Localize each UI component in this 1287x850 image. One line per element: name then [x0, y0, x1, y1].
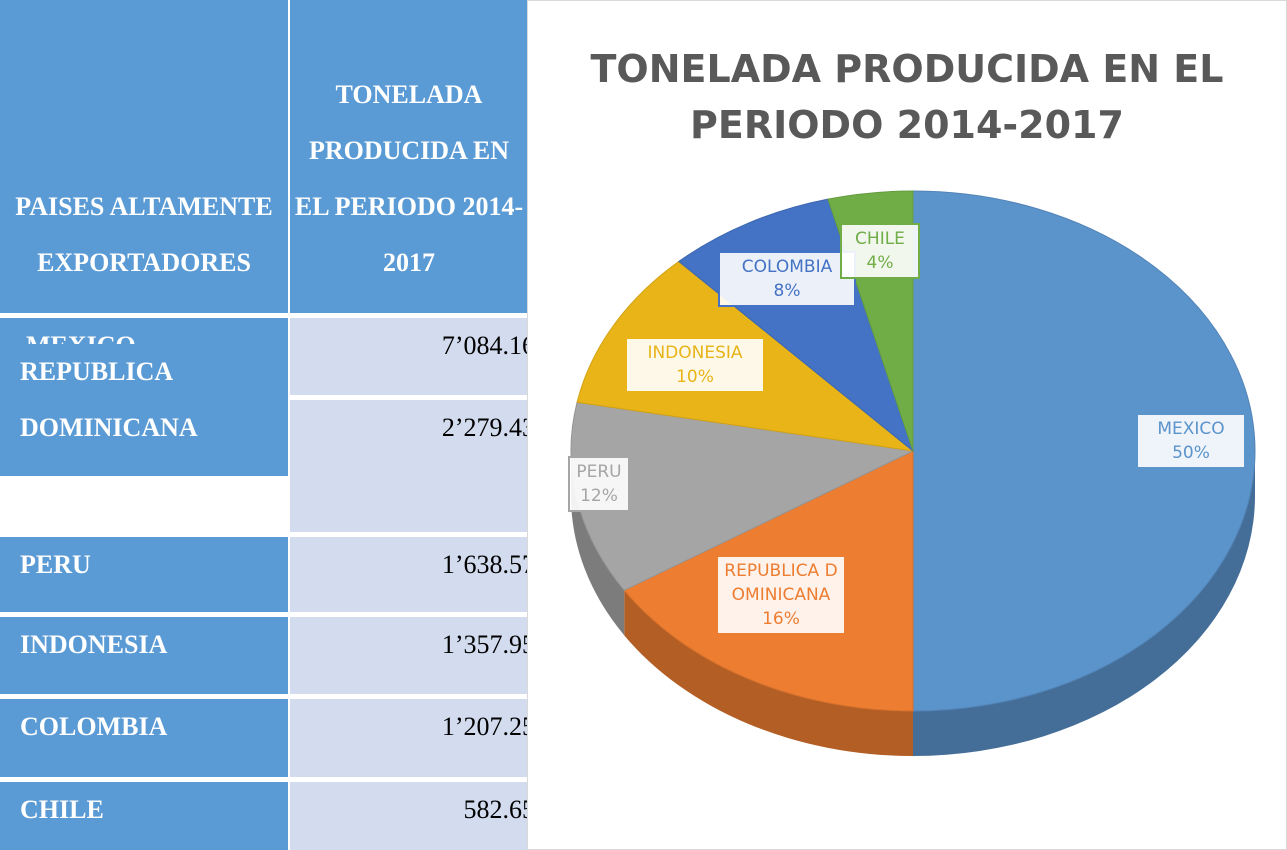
- country-cell: REPUBLICA DOMINICANA: [0, 344, 288, 476]
- label-percent: 50%: [1172, 443, 1210, 463]
- label-percent: 16%: [762, 609, 800, 629]
- header-cell: PAISES ALTAMENTE EXPORTADORES: [0, 0, 288, 313]
- data-table: PAISES ALTAMENTE EXPORTADORES TONELADA PR…: [0, 0, 600, 850]
- label-category: PERU: [576, 462, 622, 482]
- slice-side: [624, 590, 913, 756]
- label-percent: 12%: [580, 486, 618, 506]
- data-label: COLOMBIA 8%: [718, 251, 856, 307]
- slice-side: [913, 451, 1255, 756]
- label-percent: 10%: [676, 367, 714, 387]
- data-label: MEXICO 50%: [1136, 413, 1246, 469]
- slice-side: [571, 451, 625, 636]
- chart-title: TONELADA PRODUCIDA EN EL PERIODO 2014-20…: [590, 47, 1224, 147]
- label-category: INDONESIA: [647, 343, 743, 363]
- slice: [912, 190, 1256, 712]
- data-label: REPUBLICA DOMINICANA 16%: [716, 555, 846, 635]
- country-cell: CHILE: [0, 782, 288, 850]
- label-category: COLOMBIA: [741, 257, 833, 277]
- data-label: PERU 12%: [568, 456, 630, 512]
- country-cell: COLOMBIA: [0, 699, 288, 777]
- data-label: INDONESIA 10%: [625, 337, 765, 393]
- country-cell: INDONESIA: [0, 617, 288, 694]
- chart-panel: TONELADA PRODUCIDA EN EL PERIODO 2014-20…: [527, 0, 1287, 850]
- header-text: PAISES ALTAMENTE EXPORTADORES: [15, 192, 273, 277]
- label-category: REPUBLICA DOMINICANA: [724, 561, 838, 605]
- header-text: TONELADA PRODUCIDA EN EL PERIODO 2014-20…: [294, 80, 524, 277]
- country-cell: PERU: [0, 537, 288, 612]
- data-label: CHILE 4%: [840, 223, 920, 279]
- label-percent: 4%: [866, 253, 894, 273]
- label-percent: 8%: [773, 281, 801, 301]
- label-category: CHILE: [855, 229, 905, 249]
- label-category: MEXICO: [1157, 419, 1225, 439]
